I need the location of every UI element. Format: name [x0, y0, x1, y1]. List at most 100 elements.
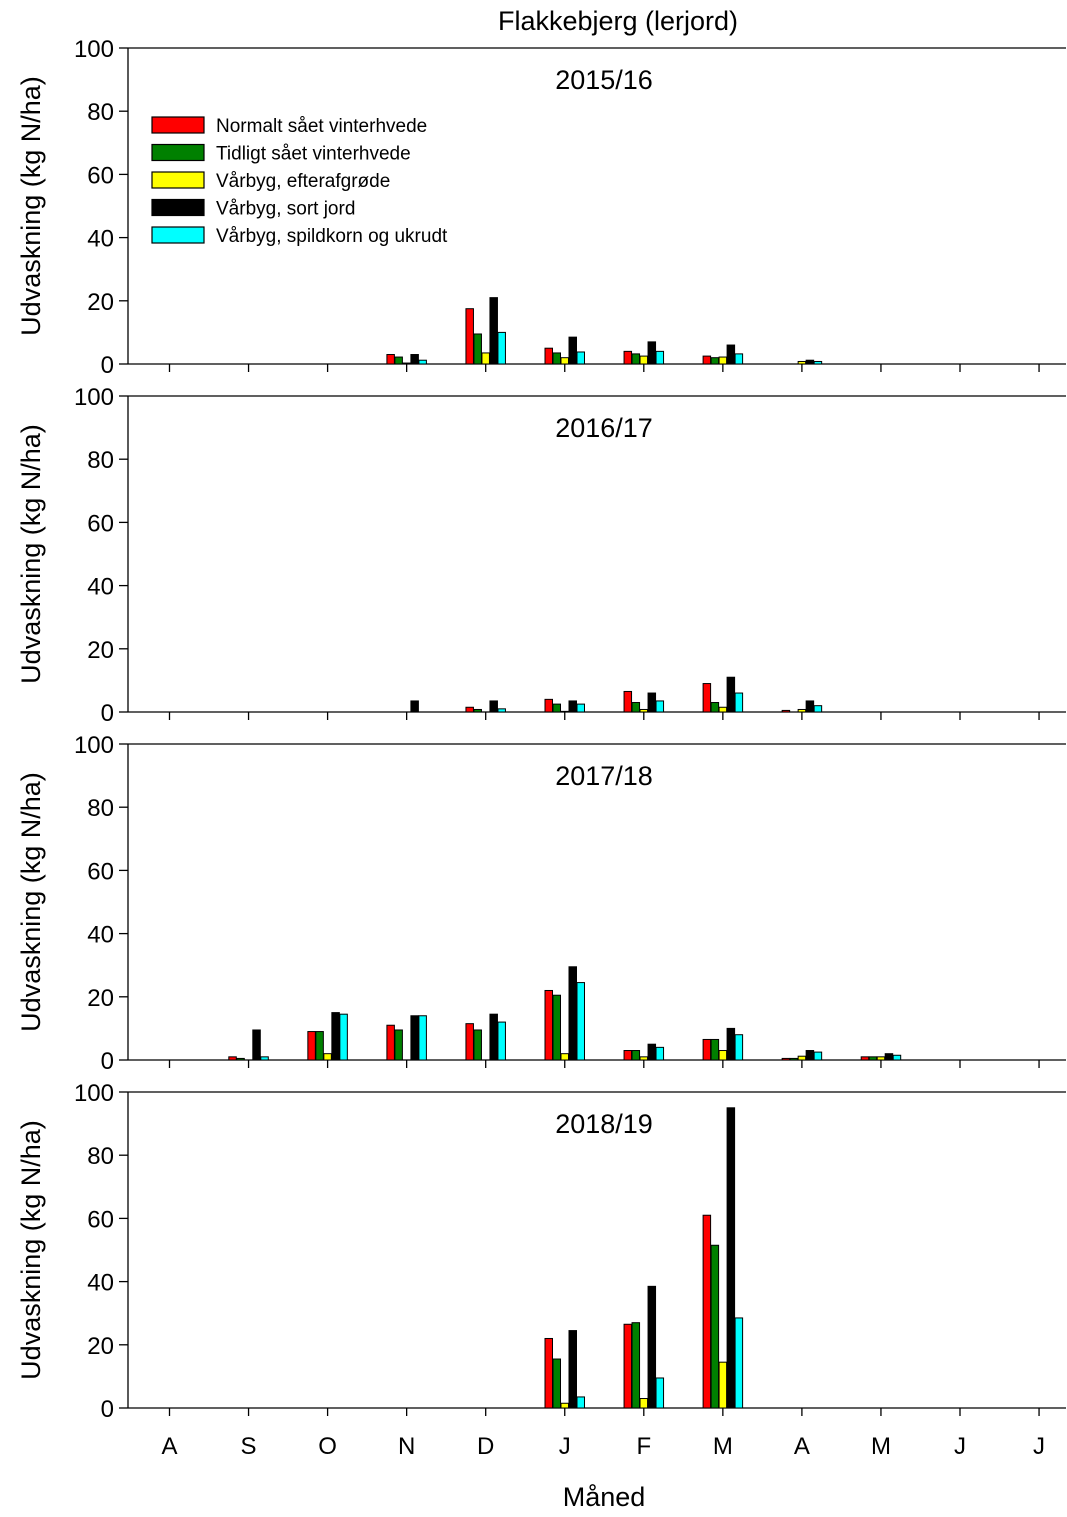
bar	[410, 354, 419, 365]
x-tick-label: S	[241, 1433, 257, 1460]
bar	[726, 1027, 736, 1061]
bar	[465, 1023, 474, 1061]
panel-2: 0 20 40 60 80 100 Udvaskning (kg N/ha) 2017/18	[16, 732, 1066, 1075]
legend-swatch	[151, 116, 205, 134]
bar	[726, 676, 736, 713]
bar	[323, 1053, 332, 1061]
y-tick-label: 0	[101, 352, 114, 379]
bar	[394, 356, 403, 365]
bar	[552, 703, 561, 713]
y-axis-label: Udvaskning (kg N/ha)	[16, 1120, 46, 1380]
bar	[552, 1358, 561, 1409]
bar	[797, 360, 807, 365]
y-tick-label: 60	[87, 510, 114, 537]
bar	[639, 1398, 649, 1409]
legend-entry: Vårbyg, spildkorn og ukrudt	[216, 226, 448, 247]
bar	[710, 1244, 720, 1409]
y-tick-label: 60	[87, 1206, 114, 1233]
legend-entry: Vårbyg, efterafgrøde	[216, 171, 390, 192]
bar	[655, 700, 665, 713]
bar	[631, 1322, 641, 1409]
x-tick-label: J	[559, 1433, 571, 1460]
x-axis-label: Måned	[563, 1482, 646, 1512]
bar	[576, 351, 585, 365]
bar	[473, 708, 482, 713]
y-tick-label: 40	[87, 574, 114, 601]
bar	[860, 1056, 870, 1061]
y-tick-label: 40	[87, 226, 114, 253]
y-tick-label: 100	[74, 384, 114, 411]
panel-label: 2015/16	[555, 65, 653, 95]
bar	[702, 355, 712, 365]
panel-label: 2018/19	[555, 1109, 653, 1139]
x-tick-label: J	[1033, 1433, 1045, 1460]
bar	[797, 708, 807, 713]
bar	[702, 1214, 712, 1409]
bar	[418, 359, 427, 365]
bar	[702, 1038, 712, 1061]
bar	[655, 350, 665, 365]
panel-0: 0 20 40 60 80 100 Udvaskning (kg N/ha) 2015/16	[16, 36, 1066, 379]
panel-label: 2017/18	[555, 761, 653, 791]
panel-3: 0 20 40 60 80 100 Udvaskning (kg N/ha) 2018/19	[16, 1080, 1066, 1423]
bar	[631, 1050, 641, 1061]
bar	[568, 966, 577, 1061]
bar	[252, 1029, 261, 1061]
bar	[465, 308, 474, 365]
y-tick-label: 0	[101, 700, 114, 727]
bar	[481, 352, 490, 365]
bar	[236, 1057, 245, 1061]
bar	[315, 1031, 324, 1061]
bar	[734, 1034, 744, 1061]
legend-entry: Tidligt sået vinterhvede	[216, 144, 411, 165]
bar	[568, 1330, 577, 1409]
bar	[260, 1056, 269, 1061]
bar	[726, 344, 736, 365]
bar	[489, 297, 498, 365]
bar	[710, 702, 720, 713]
y-axis-label: Udvaskning (kg N/ha)	[16, 76, 46, 336]
x-tick-label: A	[161, 1433, 177, 1460]
bar	[718, 1050, 728, 1061]
bar	[805, 359, 815, 365]
bar	[868, 1056, 878, 1061]
bar	[544, 989, 553, 1061]
bar	[402, 362, 411, 365]
y-tick-label: 0	[101, 1396, 114, 1423]
y-tick-label: 80	[87, 795, 114, 822]
y-tick-label: 20	[87, 1333, 114, 1360]
bar	[552, 352, 561, 365]
bar	[631, 702, 641, 713]
bar	[789, 1057, 799, 1061]
bar	[560, 357, 569, 365]
y-axis-label: Udvaskning (kg N/ha)	[16, 424, 46, 684]
legend-entry: Normalt sået vinterhvede	[216, 116, 427, 137]
y-tick-label: 20	[87, 289, 114, 316]
bar	[331, 1012, 340, 1061]
y-tick-label: 40	[87, 922, 114, 949]
legend-swatch	[151, 143, 205, 162]
y-tick-label: 40	[87, 1270, 114, 1297]
bar	[647, 341, 657, 365]
bar	[568, 700, 577, 713]
x-tick-label: F	[636, 1433, 651, 1460]
bar	[576, 982, 585, 1061]
bar	[394, 1029, 403, 1061]
y-tick-label: 0	[101, 1048, 114, 1075]
x-tick-label: M	[713, 1433, 733, 1460]
bar	[497, 708, 506, 713]
x-tick-label: J	[954, 1433, 966, 1460]
chart-title: Flakkebjerg (lerjord)	[498, 6, 738, 36]
bar	[813, 1051, 823, 1061]
bar	[623, 1323, 633, 1409]
y-tick-label: 100	[74, 732, 114, 759]
bar	[734, 692, 744, 713]
y-tick-label: 20	[87, 637, 114, 664]
bar	[489, 1013, 498, 1061]
bar	[552, 994, 561, 1061]
y-tick-label: 80	[87, 99, 114, 126]
bar	[781, 709, 791, 713]
bar	[560, 710, 569, 713]
bar	[647, 1043, 657, 1061]
